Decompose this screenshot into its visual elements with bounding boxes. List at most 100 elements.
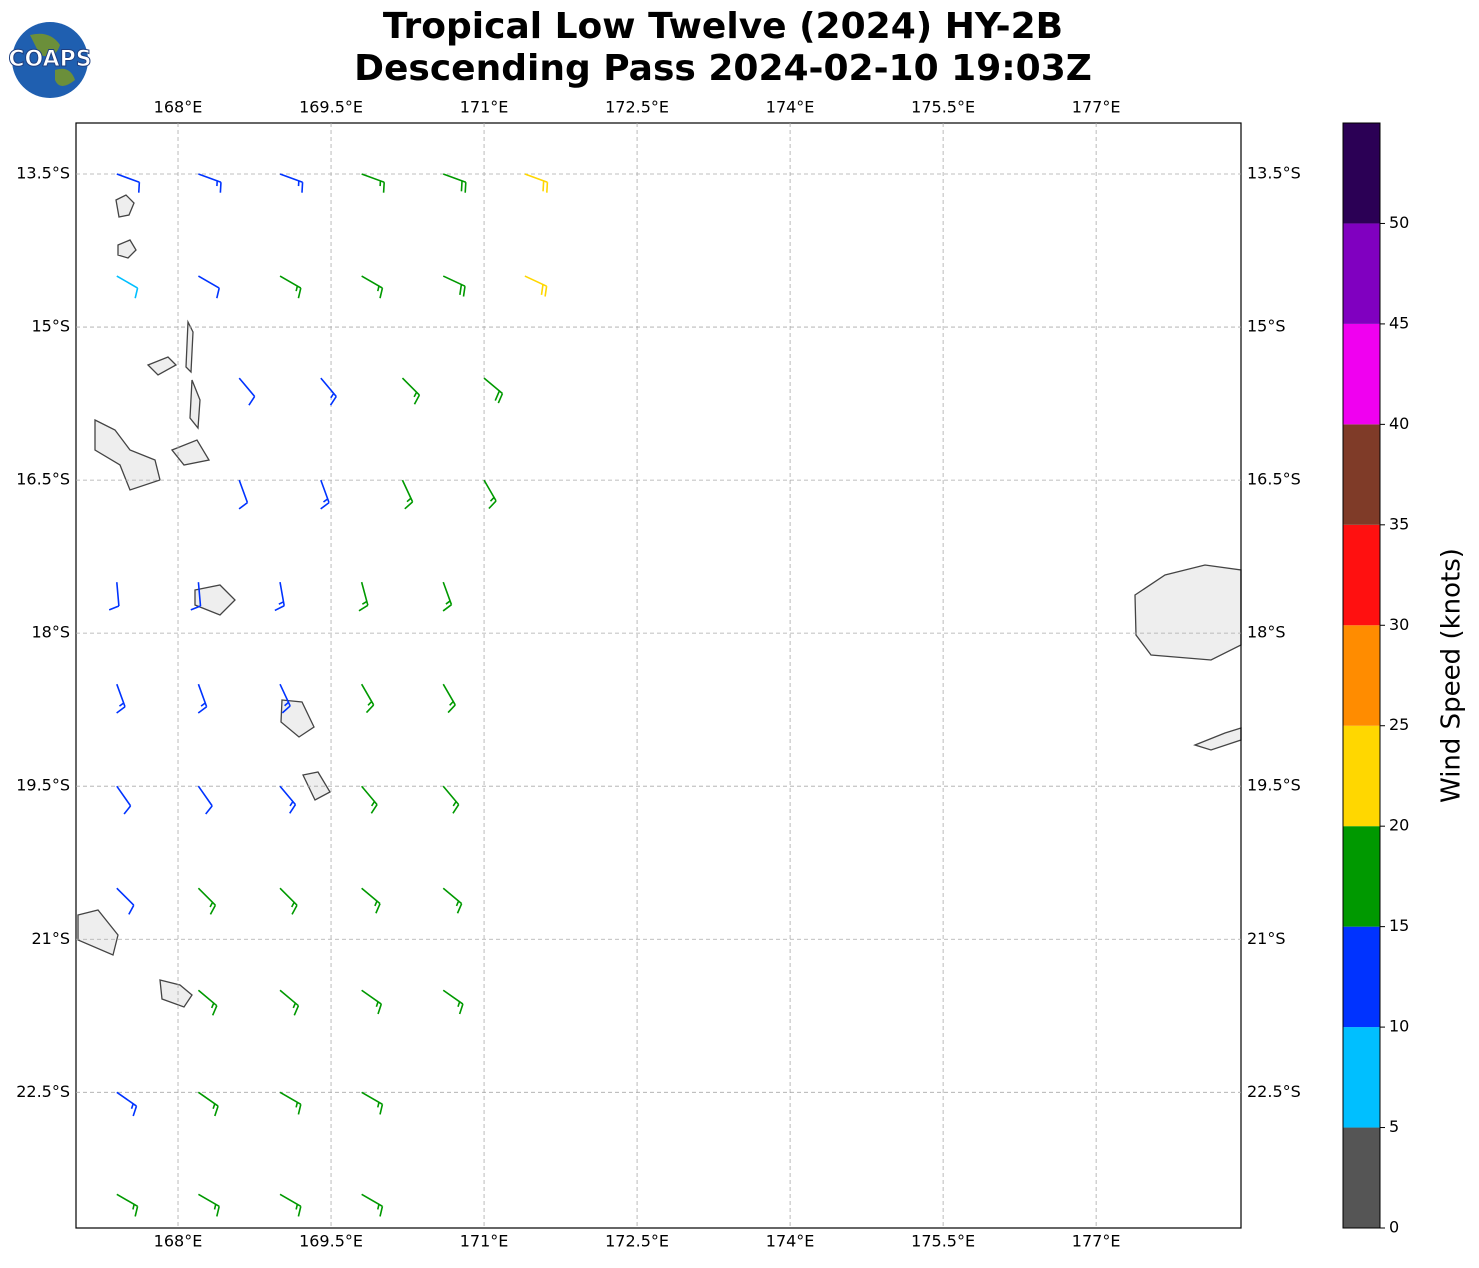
wind-barb [116,887,135,915]
colorbar-segment [1343,1127,1380,1228]
colorbar-tick-label: 45 [1389,313,1409,332]
colorbar-label: Wind Speed (knots) [1437,548,1467,803]
colorbar-segment [1343,123,1380,224]
wind-barb [361,275,384,299]
colorbar-segment [1343,323,1380,425]
island [185,319,194,374]
wind-barb [442,683,456,714]
wind-barb [116,683,126,714]
wind-barb [279,1091,302,1115]
island [194,584,236,616]
colorbar-segment [1343,625,1380,726]
wind-barb [401,377,421,405]
y-tick-label: 18°S [1247,623,1286,642]
island [146,356,178,376]
colorbar-segment [1343,1027,1380,1128]
colorbar-tick-label: 25 [1389,715,1409,734]
colorbar-tick-label: 5 [1389,1117,1399,1136]
y-tick-label: 15°S [31,317,70,336]
logo-land [30,33,75,86]
y-tick-label: 16.5°S [16,470,70,489]
island [77,909,119,956]
wind-barb [116,785,132,815]
y-tick-label: 21°S [1247,929,1286,948]
chart-title: Tropical Low Twelve (2024) HY-2B [383,6,1063,47]
wind-barb [442,989,464,1015]
x-tick-label: 172.5°E [605,1232,669,1251]
logo: COAPS [8,22,92,98]
colorbar-tick-label: 50 [1389,213,1409,232]
island [115,194,135,218]
wind-barb [238,479,249,510]
wind-barb [238,377,256,406]
island [94,418,161,491]
wind-barb [198,275,220,299]
wind-barb [197,785,213,815]
wind-barb [361,173,385,193]
x-tick-label: 168°E [154,98,203,117]
chart-subtitle: Descending Pass 2024-02-10 19:03Z [354,48,1092,89]
x-tick-label: 169.5°E [299,98,363,117]
wind-barb [320,479,330,510]
wind-barb [116,173,141,193]
y-tick-label: 13.5°S [16,164,70,183]
island [1134,564,1242,661]
x-tick-label: 172.5°E [605,98,669,117]
colorbar-segment [1343,223,1380,324]
island [1193,727,1242,751]
y-tick-label: 22.5°S [1247,1082,1301,1101]
wind-barb [360,683,375,714]
wind-barb [274,582,285,612]
colorbar-tick-label: 0 [1389,1218,1399,1237]
y-tick-label: 16.5°S [1247,470,1301,489]
island [280,699,315,738]
wind-barb [524,173,549,193]
wind-barb [361,1193,384,1217]
x-tick-label: 174°E [766,1232,815,1251]
wind-barb [279,887,298,915]
wind-barb [442,581,453,612]
wind-barb [442,173,467,193]
y-tick-label: 19.5°S [1247,776,1301,795]
x-tick-label: 177°E [1072,1232,1121,1251]
x-tick-label: 171°E [460,98,509,117]
wind-barb [401,479,414,510]
colorbar-segment [1343,926,1380,1028]
y-tick-label: 22.5°S [16,1082,70,1101]
wind-barb [279,683,291,714]
wind-barb [197,1091,219,1117]
coastlines [77,194,1242,1008]
wind-barb [116,275,139,299]
island [189,379,201,430]
x-tick-label: 174°E [766,98,815,117]
wind-barb [190,582,202,611]
y-tick-label: 18°S [31,623,70,642]
wind-barb [442,275,466,297]
wind-barb [361,1091,384,1115]
colorbar-tick-label: 30 [1389,615,1409,634]
wind-barb [279,1193,302,1217]
x-tick-label: 175.5°E [911,98,975,117]
colorbar-tick-label: 35 [1389,514,1409,533]
wind-barb [197,989,218,1016]
wind-barb [198,173,222,193]
colorbar-segment [1343,725,1380,827]
wind-barb [442,785,460,814]
wind-barb [279,173,304,193]
y-tick-label: 21°S [31,929,70,948]
x-tick-label: 171°E [460,1232,509,1251]
colorbar-tick-label: 15 [1389,916,1409,935]
wind-barb [361,887,381,914]
colorbar-tick-label: 10 [1389,1017,1409,1036]
wind-barb [361,785,378,814]
island [117,239,137,259]
y-tick-label: 19.5°S [16,776,70,795]
wind-barb [279,275,302,299]
wind-barb [116,1091,138,1117]
colorbar-segment [1343,826,1380,927]
wind-barb [483,479,497,510]
wind-barb [320,377,337,406]
island [159,979,193,1008]
x-tick-label: 175.5°E [911,1232,975,1251]
colorbar-tick-label: 40 [1389,414,1409,433]
